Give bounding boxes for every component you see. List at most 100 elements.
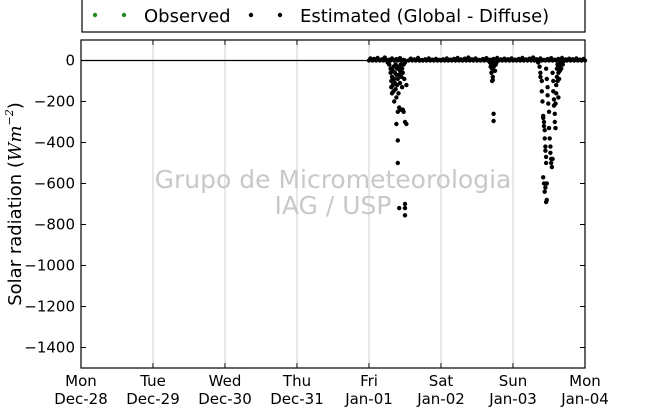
data-point xyxy=(541,175,546,180)
legend-label-estimated: Estimated (Global - Diffuse) xyxy=(300,6,549,27)
data-point xyxy=(459,57,464,62)
data-point xyxy=(402,76,407,82)
data-point xyxy=(540,99,545,104)
data-point xyxy=(543,160,549,166)
data-point xyxy=(549,164,555,170)
watermark: Grupo de Micrometeorologia IAG / USP xyxy=(155,165,512,220)
data-point xyxy=(544,197,549,203)
legend-box xyxy=(81,0,586,33)
data-point xyxy=(433,56,439,62)
legend-marker-estimated-1 xyxy=(248,12,254,18)
x-tick-label-date: Jan-04 xyxy=(560,390,609,408)
data-point xyxy=(556,76,562,82)
data-point xyxy=(538,56,543,61)
data-point xyxy=(402,205,408,211)
data-point xyxy=(491,118,496,124)
x-tick-label-day: Mon xyxy=(65,372,97,390)
data-points xyxy=(366,55,588,218)
data-point xyxy=(430,57,435,62)
data-point xyxy=(546,109,552,115)
data-point xyxy=(466,55,471,60)
data-point xyxy=(574,56,579,61)
data-point xyxy=(548,144,553,149)
data-point xyxy=(492,68,498,74)
data-point xyxy=(538,70,543,76)
data-point xyxy=(537,64,542,69)
data-point xyxy=(520,55,525,61)
y-axis-label: Solar radiation (Wm−2) xyxy=(3,102,26,306)
legend-label-observed: Observed xyxy=(144,6,231,27)
data-point xyxy=(546,101,551,106)
data-point xyxy=(491,59,496,64)
data-point xyxy=(559,66,564,71)
legend-marker-estimated-2 xyxy=(277,12,283,18)
data-point xyxy=(570,57,575,62)
data-point xyxy=(531,55,536,60)
data-point xyxy=(451,56,457,62)
x-tick-label-day: Fri xyxy=(360,372,378,390)
data-point xyxy=(502,56,507,61)
data-point xyxy=(395,160,400,166)
data-point xyxy=(387,62,392,67)
data-point xyxy=(469,57,475,62)
data-point xyxy=(539,89,544,94)
data-point xyxy=(552,119,557,125)
data-point xyxy=(491,111,496,117)
data-point xyxy=(394,56,399,62)
x-tick-label-day: Tue xyxy=(139,372,166,390)
data-point xyxy=(477,57,482,63)
data-point xyxy=(375,55,380,61)
data-point xyxy=(516,56,521,62)
watermark-line-2: IAG / USP xyxy=(275,191,392,220)
x-tick-label-day: Wed xyxy=(209,372,242,390)
data-point xyxy=(448,57,453,62)
x-axis-ticks: MonDec-28TueDec-29WedDec-30ThuDec-31FriJ… xyxy=(54,40,609,408)
data-point xyxy=(545,56,550,62)
watermark-line-1: Grupo de Micrometeorologia xyxy=(155,165,512,194)
data-point xyxy=(523,57,529,62)
data-point xyxy=(513,57,518,62)
data-point xyxy=(415,55,421,61)
data-point xyxy=(542,189,547,194)
data-point xyxy=(543,185,548,190)
data-point xyxy=(551,78,556,84)
y-axis-ticks: 0 −200 −400 −600 −800 −1000 −1200 −1400 xyxy=(24,52,585,357)
x-tick-label-day: Thu xyxy=(282,372,311,390)
data-point xyxy=(542,136,547,141)
data-point xyxy=(552,57,557,62)
data-point xyxy=(544,76,549,82)
x-tick-label-date: Jan-01 xyxy=(344,390,393,408)
data-point xyxy=(547,136,552,141)
data-point xyxy=(408,56,413,61)
plot-frame xyxy=(80,39,586,369)
legend-marker-observed-2 xyxy=(121,12,127,18)
data-point xyxy=(543,148,548,153)
data-point xyxy=(509,56,514,61)
y-tick-label: −400 xyxy=(34,134,75,152)
data-point xyxy=(543,144,548,149)
data-point xyxy=(492,63,497,68)
data-point xyxy=(541,57,547,63)
data-point xyxy=(419,57,424,63)
data-point xyxy=(489,70,494,76)
data-point xyxy=(401,109,406,115)
data-point xyxy=(550,156,555,162)
data-point xyxy=(404,82,409,88)
data-point xyxy=(549,160,554,166)
data-point xyxy=(567,56,572,61)
data-point xyxy=(399,85,405,90)
y-tick-label: −600 xyxy=(34,175,75,193)
data-point xyxy=(550,70,555,76)
data-point xyxy=(402,213,408,218)
data-point xyxy=(426,56,431,61)
data-point xyxy=(545,85,550,90)
data-point xyxy=(552,111,557,117)
data-point xyxy=(412,57,417,62)
data-point xyxy=(495,55,500,61)
data-point xyxy=(397,80,403,86)
x-tick-label-day: Sun xyxy=(499,372,528,390)
y-tick-label: −200 xyxy=(34,93,75,111)
data-point xyxy=(462,56,467,61)
data-point xyxy=(396,91,401,96)
data-point xyxy=(554,91,559,96)
